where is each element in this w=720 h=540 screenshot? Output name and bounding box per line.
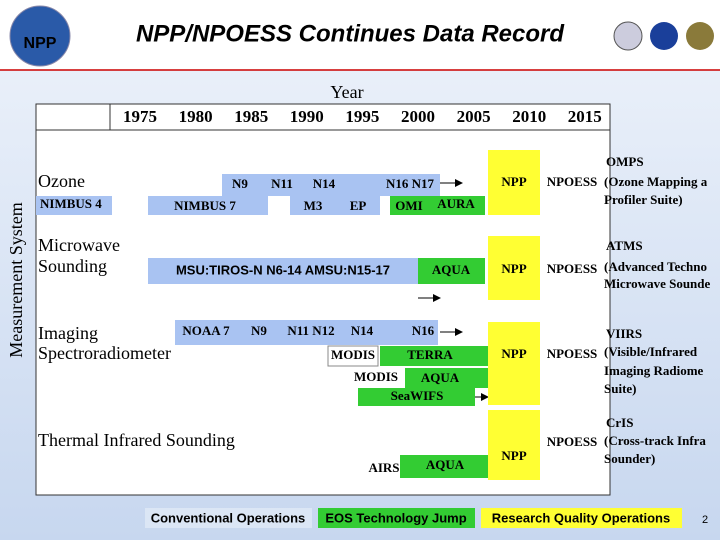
year-label: 2010 (512, 107, 546, 126)
box (400, 455, 490, 478)
box (488, 236, 540, 300)
item-label: AIRS (368, 460, 399, 475)
item-label: N9 (232, 176, 248, 191)
box (222, 174, 440, 196)
agency-seal (686, 22, 714, 50)
agency-seal (650, 22, 678, 50)
box (145, 508, 312, 528)
box (428, 196, 485, 215)
future-label: NPP (501, 174, 526, 189)
year-label: 2005 (457, 107, 491, 126)
item-label: N11 N12 (287, 323, 334, 338)
instrument-label: (Ozone Mapping a (604, 174, 708, 189)
item-label: N9 (251, 323, 267, 338)
instrument-label: Suite) (604, 381, 637, 396)
box (380, 346, 490, 366)
box (488, 322, 540, 405)
instrument-label: CrIS (606, 415, 633, 430)
instrument-label: (Cross-track Infra (604, 433, 706, 448)
box (390, 196, 428, 215)
box (36, 196, 112, 215)
row-label: Microwave (38, 235, 120, 255)
item-label: AQUA (426, 457, 465, 472)
axis-title: Year (330, 82, 363, 102)
item-label: N16 N17 (386, 176, 435, 191)
legend-label: EOS Technology Jump (325, 510, 466, 525)
row-label: Imaging (38, 323, 98, 343)
item-label: OMI (395, 198, 422, 213)
instrument-label: (Visible/Infrared (604, 344, 698, 359)
logo (9, 5, 71, 67)
box (405, 368, 490, 388)
item-label: N16 (412, 323, 435, 338)
instrument-label: Microwave Sounde (604, 276, 711, 291)
item-label: AQUA (432, 262, 471, 277)
item-label: MSU:TIROS-N N6-14 AMSU:N15-17 (176, 262, 390, 277)
instrument-label: Imaging Radiome (604, 363, 704, 378)
year-label: 2000 (401, 107, 435, 126)
side-label: Measurement System (6, 202, 26, 357)
item-label: MODIS (331, 347, 375, 362)
future-label: NPOESS (547, 346, 598, 361)
logo-text: NPP (24, 35, 57, 52)
future-label: NPOESS (547, 261, 598, 276)
future-label: NPOESS (547, 434, 598, 449)
header-band (0, 0, 720, 70)
legend-label: Research Quality Operations (492, 510, 670, 525)
year-label: 2015 (568, 107, 602, 126)
instrument-label: Sounder) (604, 451, 655, 466)
year-label: 1985 (234, 107, 268, 126)
year-label: 1975 (123, 107, 157, 126)
row-label: Sounding (38, 256, 107, 276)
instrument-label: (Advanced Techno (604, 259, 707, 274)
year-label: 1980 (179, 107, 213, 126)
future-label: NPP (501, 346, 526, 361)
row-label: Spectroradiometer (38, 343, 171, 363)
box (340, 196, 380, 215)
item-label: AURA (437, 196, 475, 211)
instrument-label: Profiler Suite) (604, 192, 683, 207)
box (318, 508, 475, 528)
item-label: TERRA (407, 347, 453, 362)
page-number: 2 (702, 514, 708, 526)
box (418, 258, 485, 284)
row-label: Ozone (38, 171, 85, 191)
item-label: NIMBUS 7 (174, 198, 236, 213)
box (175, 320, 438, 345)
item-label: MODIS (354, 369, 398, 384)
slide-title: NPP/NPOESS Continues Data Record (136, 20, 565, 47)
item-label: N11 (271, 176, 293, 191)
box (358, 388, 475, 406)
future-label: NPP (501, 261, 526, 276)
item-label: N14 (313, 176, 336, 191)
year-label: 1990 (290, 107, 324, 126)
future-label: NPP (501, 448, 526, 463)
item-label: EP (350, 198, 367, 213)
box (327, 345, 379, 367)
box (148, 196, 268, 215)
box (488, 150, 540, 215)
year-label: 1995 (345, 107, 379, 126)
instrument-label: VIIRS (606, 326, 642, 341)
agency-seal (613, 21, 643, 51)
box (290, 196, 340, 215)
legend-label: Conventional Operations (151, 510, 306, 525)
item-label: SeaWIFS (391, 388, 444, 403)
item-label: N14 (351, 323, 374, 338)
row-label: Thermal Infrared Sounding (38, 430, 235, 450)
future-label: NPOESS (547, 174, 598, 189)
box (481, 508, 682, 528)
item-label: AQUA (421, 370, 460, 385)
instrument-label: ATMS (606, 238, 643, 253)
box (488, 410, 540, 480)
item-label: NIMBUS 4 (40, 196, 102, 211)
box (148, 258, 418, 284)
instrument-label: OMPS (606, 154, 644, 169)
item-label: NOAA 7 (182, 323, 230, 338)
item-label: M3 (304, 198, 323, 213)
